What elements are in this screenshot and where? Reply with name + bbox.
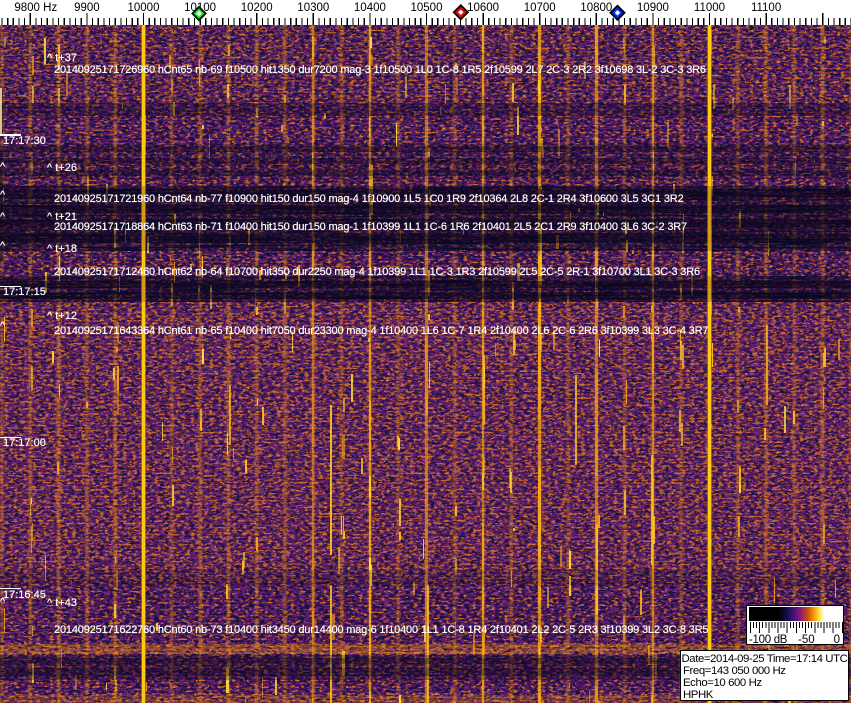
svg-text:10300: 10300 [297, 2, 329, 14]
svg-text:10400: 10400 [354, 2, 386, 14]
svg-text:10800: 10800 [580, 2, 612, 14]
svg-text:10600: 10600 [467, 2, 499, 14]
svg-text:11000: 11000 [694, 2, 725, 14]
svg-text:11100: 11100 [751, 2, 781, 14]
svg-text:10200: 10200 [241, 2, 273, 14]
svg-text:10700: 10700 [524, 2, 556, 14]
svg-text:10900: 10900 [637, 2, 669, 14]
svg-text:10000: 10000 [128, 2, 160, 14]
svg-text:9800 Hz: 9800 Hz [14, 2, 57, 14]
svg-text:9900: 9900 [74, 2, 100, 14]
svg-text:10500: 10500 [411, 2, 443, 14]
